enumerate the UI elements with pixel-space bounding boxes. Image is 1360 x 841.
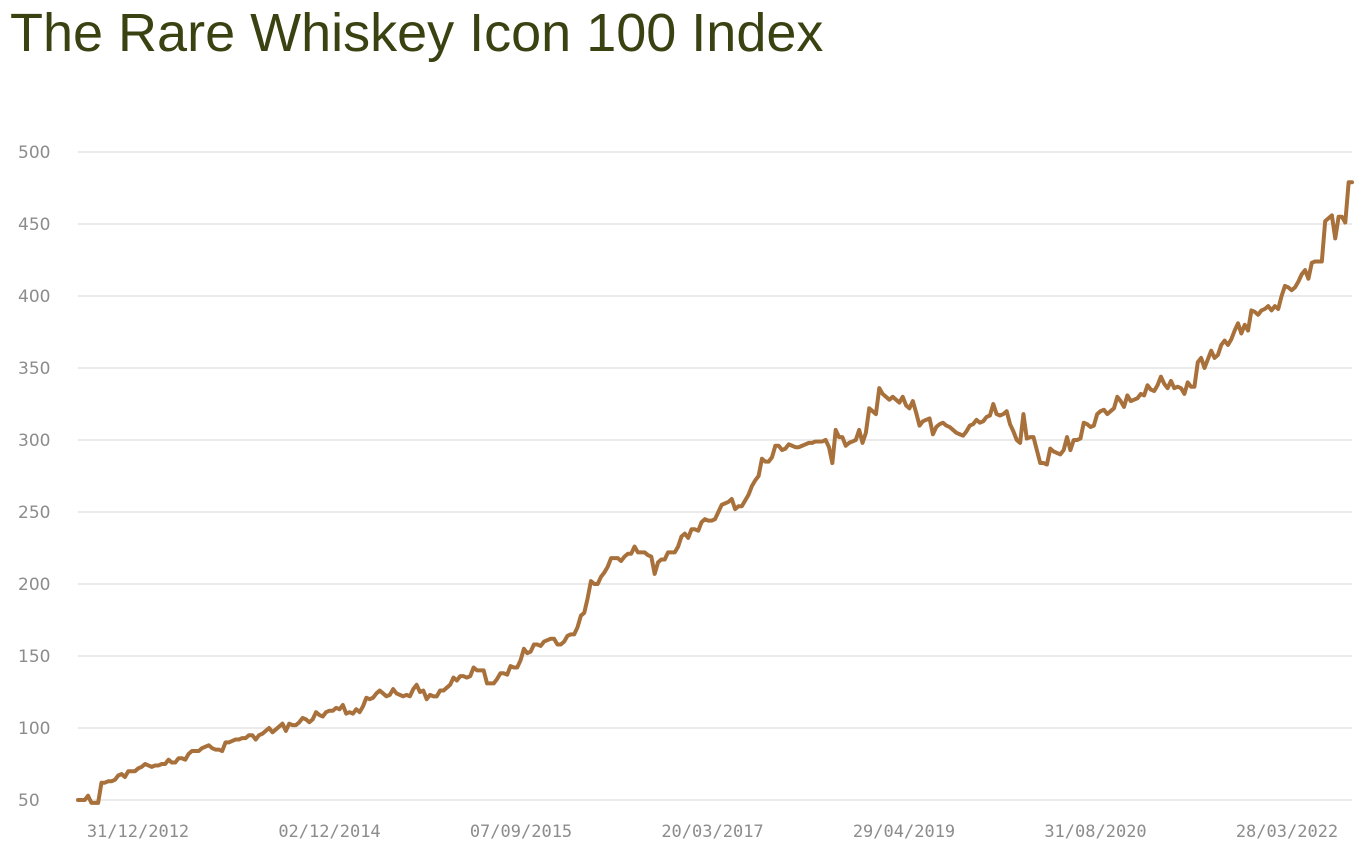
y-tick-label: 500 — [18, 143, 50, 163]
y-tick-label: 200 — [18, 575, 50, 595]
y-tick-label: 100 — [18, 719, 50, 739]
gridlines — [78, 151, 1352, 801]
x-tick-label: 02/12/2014 — [278, 822, 380, 841]
x-tick-label: 07/09/2015 — [470, 822, 572, 841]
x-tick-label: 31/12/2012 — [87, 822, 189, 841]
x-tick-label: 20/03/2017 — [661, 822, 763, 841]
y-tick-label: 350 — [18, 359, 50, 379]
series-line — [76, 180, 1354, 805]
y-axis-tick-labels: 50 100 150 200 250 300 350 400 450 500 — [18, 143, 50, 811]
y-tick-label: 250 — [18, 503, 50, 523]
chart-title: The Rare Whiskey Icon 100 Index — [10, 3, 824, 63]
x-tick-label: 29/04/2019 — [853, 822, 955, 841]
y-tick-label: 150 — [18, 647, 50, 667]
y-tick-label: 450 — [18, 215, 50, 235]
y-tick-label: 50 — [18, 791, 40, 811]
y-tick-label: 400 — [18, 287, 50, 307]
series-group — [76, 180, 1354, 805]
x-axis-tick-labels: 31/12/2012 02/12/2014 07/09/2015 20/03/2017… — [87, 822, 1338, 841]
x-tick-label: 28/03/2022 — [1236, 822, 1338, 841]
y-tick-label: 300 — [18, 431, 50, 451]
x-tick-label: 31/08/2020 — [1044, 822, 1146, 841]
